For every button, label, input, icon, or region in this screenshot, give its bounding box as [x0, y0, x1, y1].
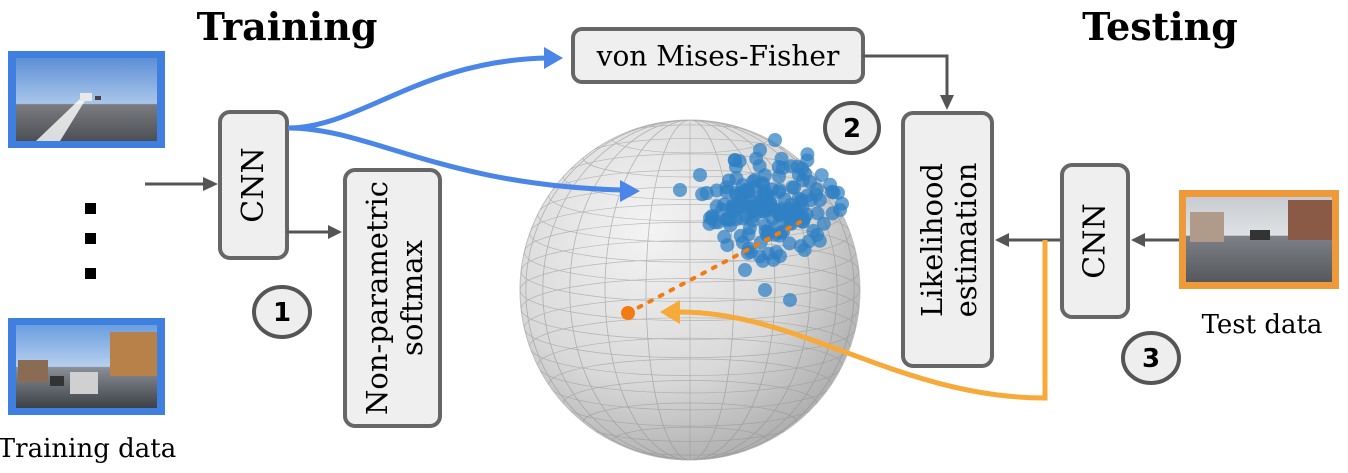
vmf-label: von Mises-Fisher — [596, 40, 840, 73]
ellipsis-dots — [85, 203, 96, 279]
embedding-dot — [673, 183, 687, 197]
input-arrow — [145, 177, 218, 191]
embedding-dot — [768, 133, 782, 147]
embedding-dot — [717, 229, 732, 244]
cnn-to-softmax-arrow — [287, 225, 342, 239]
embedding-dot — [782, 236, 797, 251]
vmf-box: von Mises-Fisher — [571, 27, 865, 84]
testing-heading: Testing — [1082, 4, 1238, 49]
cnn-train-box: CNN — [218, 110, 289, 260]
embedding-dot — [738, 263, 752, 277]
embedding-dot — [833, 203, 847, 217]
embedding-dot — [693, 168, 707, 182]
step-1-badge: 1 — [252, 285, 312, 339]
embedding-dot — [755, 204, 769, 219]
embedding-dot — [787, 180, 802, 195]
embedding-dot — [784, 203, 799, 218]
likelihood-label-line2: estimation — [949, 163, 983, 318]
test-input-arrow — [1131, 233, 1180, 247]
embedding-dot — [758, 283, 772, 297]
embedding-dot — [755, 253, 770, 268]
step-2-badge: 2 — [823, 101, 881, 155]
training-data-caption: Training data — [0, 434, 176, 464]
embedding-dot — [777, 192, 792, 207]
embedding-dot — [695, 187, 710, 202]
embedding-dot — [741, 227, 756, 242]
embedding-dot — [810, 206, 825, 221]
embedding-dot — [702, 216, 717, 231]
cnn-test-box: CNN — [1060, 163, 1130, 319]
embedding-dot — [743, 192, 758, 207]
embedding-dot — [793, 239, 808, 254]
embedding-dot — [709, 199, 724, 214]
embedding-dot — [791, 167, 806, 182]
test-data-caption: Test data — [1202, 310, 1323, 340]
cnn-test-label: CNN — [1078, 203, 1113, 278]
embedding-dot — [720, 211, 735, 226]
embedding-dot — [729, 171, 744, 186]
step-3-label: 3 — [1142, 344, 1160, 374]
embedding-dot — [773, 249, 787, 264]
embedding-dot — [774, 151, 789, 166]
test-to-sphere-arrow — [660, 240, 1048, 401]
test-image — [1179, 190, 1339, 289]
training-image-top — [8, 51, 165, 148]
embedding-dot — [795, 200, 810, 214]
embedding-dot — [753, 143, 767, 157]
embedding-dot — [733, 199, 748, 213]
embedding-dot — [831, 185, 845, 200]
step-3-badge: 3 — [1121, 331, 1181, 385]
embedding-cloud — [673, 133, 849, 307]
embedding-dot — [814, 168, 829, 183]
embedding-dot — [783, 216, 798, 231]
step-1-label: 1 — [273, 298, 291, 328]
training-image-bottom — [8, 318, 165, 415]
softmax-box: Non-parametric softmax — [343, 168, 442, 428]
embedding-dot — [812, 233, 827, 248]
embedding-dot — [803, 175, 817, 189]
training-heading: Training — [197, 4, 378, 49]
likelihood-label-line1: Likelihood — [915, 163, 949, 317]
softmax-label-line1: Non-parametric — [360, 181, 394, 415]
embedding-dot — [783, 293, 797, 307]
embedding-dot — [755, 178, 770, 192]
embedding-dot — [761, 225, 776, 239]
vmf-to-likelihood-arrow — [863, 54, 954, 110]
cnn-test-to-likelihood-arrow — [995, 233, 1062, 247]
test-embedding-trace — [621, 220, 802, 320]
cnn-train-label: CNN — [236, 147, 271, 222]
likelihood-box: Likelihood estimation — [901, 111, 994, 368]
embedding-dot — [816, 216, 831, 231]
embedding-dot — [728, 185, 743, 200]
test-embedding-point — [621, 306, 635, 320]
embedding-dot — [813, 193, 827, 207]
embedding-dot — [800, 153, 815, 168]
embedding-dot — [772, 228, 787, 243]
softmax-label-line2: softmax — [395, 240, 429, 356]
step-2-label: 2 — [843, 114, 861, 144]
embedding-dot — [728, 153, 742, 167]
cnn-to-vmf-arrow — [287, 47, 563, 131]
cnn-to-sphere-arrow — [287, 125, 640, 202]
